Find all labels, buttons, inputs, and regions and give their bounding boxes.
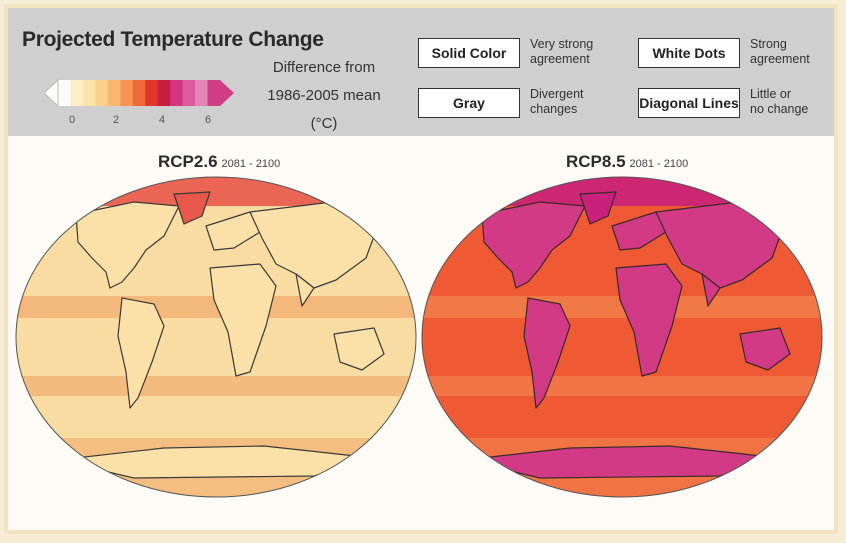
continent-europe [205,211,261,251]
map-title-rcp26: RCP2.6 2081 - 2100 [158,152,280,172]
temperature-band [16,177,416,206]
continent-greenland [173,191,211,225]
unit-line-1: Difference from [272,59,376,76]
map-title-name: RCP8.5 [566,152,626,171]
continent-australia [739,327,791,371]
colorbar-tick-0: 0 [68,114,76,126]
legend-desc-line: changes [530,102,578,116]
continent-north-america [75,201,180,289]
colorbar-cell [132,80,146,106]
legend-desc-white-dots: Strong agreement [750,37,810,67]
colorbar-right-arrow [220,80,234,106]
figure-title: Projected Temperature Change [22,28,324,51]
unit-line-2: 1986-2005 mean (°C) [267,87,381,132]
legend-box-diagonal-lines: Diagonal Lines [638,88,740,118]
continent-africa [209,263,277,377]
colorbar-cell [182,80,196,106]
colorbar-cell [207,80,221,106]
legend-desc-line: Divergent [530,87,584,101]
colorbar-tick-2: 2 [112,114,120,126]
colorbar-tick-6: 6 [204,114,212,126]
colorbar-cell [107,80,121,106]
temperature-colorbar [44,78,234,108]
continent-south-america [117,297,165,409]
colorbar-cell [70,80,84,106]
legend-desc-solid-color: Very strong agreement [530,37,593,67]
legend-desc-line: agreement [530,52,590,66]
temperature-band [16,296,416,318]
legend-desc-line: no change [750,102,809,116]
legend-box-solid-color: Solid Color [418,38,520,68]
colorbar-unit: Difference from 1986-2005 mean (°C) [254,54,394,138]
temperature-band [16,376,416,396]
world-map-rcp85 [421,176,823,498]
map-outline [15,176,417,498]
map-title-name: RCP2.6 [158,152,218,171]
colorbar-cell [157,80,171,106]
colorbar-cell [120,80,134,106]
temperature-band [422,376,822,396]
legend-desc-line: Very strong [530,37,594,51]
continent-australia [333,327,385,371]
colorbar-tick-4: 4 [158,114,166,126]
map-title-years: 2081 - 2100 [629,158,689,170]
continent-north-america [481,201,586,289]
colorbar-left-arrow [44,78,59,108]
continent-india [701,273,721,307]
legend-desc-line: agreement [750,52,810,66]
temperature-band [422,177,822,206]
map-title-rcp85: RCP8.5 2081 - 2100 [566,152,688,172]
continent-india [295,273,315,307]
continent-europe [611,211,667,251]
colorbar-cell [170,80,184,106]
colorbar-cell [145,80,159,106]
legend-box-white-dots: White Dots [638,38,740,68]
map-outline [421,176,823,498]
colorbar-cell [58,80,71,106]
legend-box-gray: Gray [418,88,520,118]
colorbar-cell [195,80,209,106]
colorbar-cell [82,80,96,106]
world-map-rcp26 [15,176,417,498]
legend-desc-diagonal-lines: Little or no change [750,87,808,117]
continent-south-america [523,297,571,409]
continent-greenland [579,191,617,225]
continent-africa [615,263,683,377]
legend-desc-line: Strong [750,37,787,51]
map-title-years: 2081 - 2100 [221,158,281,170]
temperature-band [422,296,822,318]
legend-header: Projected Temperature Change 0 2 4 6 Dif… [8,8,834,136]
colorbar-cell [95,80,109,106]
legend-desc-line: Little or [750,87,791,101]
legend-desc-gray: Divergent changes [530,87,584,117]
